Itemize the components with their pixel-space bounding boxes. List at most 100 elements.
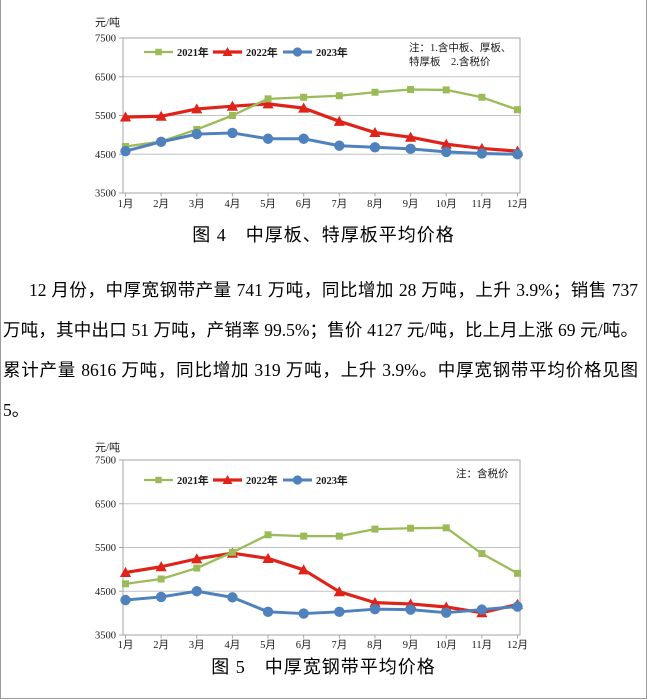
series-marker-square <box>335 92 343 100</box>
x-tick-label: 6月 <box>296 639 312 651</box>
series-marker-triangle <box>298 564 310 575</box>
series-marker-square <box>407 524 415 532</box>
series-2022年 <box>119 547 524 618</box>
x-tick-label: 4月 <box>225 639 241 651</box>
series-marker-square <box>122 580 129 588</box>
series-marker-square <box>371 88 379 96</box>
y-tick-label: 6500 <box>95 72 116 83</box>
series-marker-triangle <box>298 102 310 113</box>
series-marker-square <box>264 95 272 103</box>
legend-label: 2023年 <box>316 474 348 487</box>
series-marker-triangle <box>222 47 233 56</box>
figure4-caption: 图 4 中厚板、特厚板平均价格 <box>192 225 455 245</box>
x-tick-label: 11月 <box>472 198 493 210</box>
x-axis: 1月 2月 3月 4月 5月 6月 7月 8月 9月 10月 11月 12月 <box>118 193 528 210</box>
series-marker-circle <box>191 586 202 597</box>
x-tick-label: 10月 <box>436 639 457 651</box>
gridlines <box>123 503 520 592</box>
x-tick-label: 5月 <box>260 198 276 210</box>
series-marker-circle <box>334 606 345 618</box>
series-marker-square <box>228 548 236 556</box>
series-marker-triangle <box>333 586 345 597</box>
series-marker-circle <box>298 608 309 619</box>
series-marker-triangle <box>155 561 167 572</box>
series-marker-triangle <box>119 566 132 577</box>
series-marker-square <box>371 525 379 533</box>
y-tick-label: 5500 <box>95 111 116 122</box>
y-tick-label: 5500 <box>95 543 116 554</box>
series-marker-square <box>514 106 521 114</box>
chart-note: 注：1.含中板、厚板、特厚板 2.含税价 <box>409 41 511 68</box>
series-marker-square <box>228 112 236 119</box>
series-marker-circle <box>441 607 452 618</box>
series-marker-triangle <box>440 138 452 149</box>
series-marker-circle <box>292 475 303 485</box>
series-2023年 <box>120 586 523 619</box>
figure5-chart: 元/吨 3500 4500 5500 6500 7500 1月 2月 3月 4月 5月 6月 7月 8月 9… <box>95 441 528 651</box>
series-marker-circle <box>262 606 274 618</box>
x-tick-label: 11月 <box>472 639 493 651</box>
series-marker-triangle <box>226 100 238 111</box>
series-marker-circle <box>292 47 303 57</box>
series-marker-circle <box>155 591 167 603</box>
series-marker-triangle <box>191 553 203 564</box>
series-marker-circle <box>405 604 416 615</box>
series-marker-circle <box>512 149 523 160</box>
x-tick-label: 12月 <box>507 198 528 210</box>
series-marker-square <box>264 531 272 539</box>
y-tick-label: 4500 <box>95 587 116 598</box>
y-axis-unit-label: 元/吨 <box>95 16 120 29</box>
x-axis: 1月 2月 3月 4月 5月 6月 7月 8月 9月 10月 11月 12月 <box>118 635 528 651</box>
series-marker-square <box>157 575 165 583</box>
series-2023年 <box>120 127 523 160</box>
series-marker-square <box>514 569 521 577</box>
x-tick-label: 1月 <box>118 639 134 651</box>
series-marker-square <box>193 564 201 572</box>
series-marker-circle <box>227 127 238 139</box>
series-marker-circle <box>191 128 202 140</box>
x-tick-label: 7月 <box>331 198 347 210</box>
series-marker-circle <box>155 136 167 148</box>
y-axis: 3500 4500 5500 6500 7500 <box>95 34 123 200</box>
y-axis-unit-label: 元/吨 <box>95 441 120 454</box>
y-tick-label: 4500 <box>95 150 116 161</box>
series-marker-triangle <box>222 475 233 484</box>
series-marker-square <box>300 93 308 101</box>
x-tick-label: 10月 <box>436 198 457 210</box>
series-marker-square <box>442 524 450 532</box>
series-2021年 <box>122 524 521 588</box>
x-tick-label: 6月 <box>296 198 312 210</box>
series-marker-circle <box>476 148 488 159</box>
note-line: 注：1.含中板、厚板、 <box>409 41 511 54</box>
note-line: 特厚板 2.含税价 <box>409 55 491 68</box>
series-marker-circle <box>512 601 523 612</box>
series-2021年 <box>122 86 521 150</box>
series-marker-triangle <box>333 115 345 126</box>
legend-label: 2021年 <box>177 474 209 487</box>
x-tick-label: 8月 <box>367 198 383 210</box>
series-marker-triangle <box>262 98 274 109</box>
x-tick-label: 1月 <box>118 198 134 210</box>
series-marker-triangle <box>119 111 132 122</box>
series-marker-circle <box>120 594 131 606</box>
x-tick-label: 7月 <box>331 639 347 651</box>
series-marker-triangle <box>262 552 274 563</box>
series-marker-square <box>335 532 343 540</box>
figure5-caption: 图 5 中厚宽钢带平均价格 <box>211 657 436 677</box>
series-marker-circle <box>369 142 381 153</box>
y-axis: 3500 4500 5500 6500 7500 <box>95 456 123 642</box>
x-tick-label: 5月 <box>260 639 276 651</box>
y-tick-label: 3500 <box>95 631 116 642</box>
series-marker-triangle <box>155 110 167 121</box>
series-marker-triangle <box>369 126 381 138</box>
chart-legend: 2021年 2022年 2023年 <box>144 474 348 487</box>
x-tick-label: 2月 <box>153 639 169 651</box>
series-marker-circle <box>120 145 131 157</box>
body-paragraph: 12 月份，中厚宽钢带产量 741 万吨，同比增加 28 万吨，上升 3.9%；… <box>3 280 638 420</box>
x-tick-label: 9月 <box>403 639 419 651</box>
series-marker-square <box>478 93 486 101</box>
y-tick-label: 7500 <box>95 456 116 467</box>
series-marker-square <box>155 476 162 484</box>
series-marker-circle <box>298 133 309 144</box>
x-tick-label: 3月 <box>189 198 205 210</box>
